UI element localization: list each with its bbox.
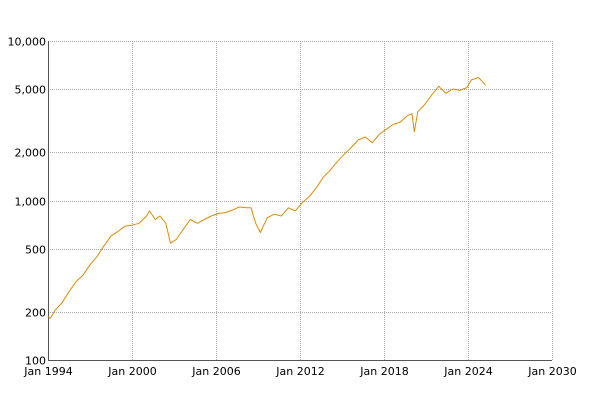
- axes: [48, 41, 552, 361]
- x-tick-label: Jan 2030: [527, 365, 576, 378]
- x-tick-label: Jan 2006: [191, 365, 240, 378]
- y-tick-label: 1,000: [15, 196, 47, 209]
- y-tick-label: 100: [25, 355, 46, 368]
- y-tick-label: 10,000: [8, 36, 47, 49]
- tick-labels: 100 200 500 1,000 2,000 5,000 10,000 Jan 1994 Ja…: [8, 36, 577, 379]
- grid: [48, 41, 553, 361]
- x-tick-label: Jan 1994: [23, 365, 72, 378]
- x-tick-label: Jan 2024: [443, 365, 492, 378]
- x-tick-label: Jan 2018: [359, 365, 408, 378]
- series-layer: [47, 77, 486, 319]
- y-tick-label: 5,000: [15, 84, 47, 97]
- y-tick-label: 2,000: [15, 147, 47, 160]
- x-tick-label: Jan 2000: [107, 365, 156, 378]
- x-tick-label: Jan 2012: [275, 365, 324, 378]
- y-tick-label: 200: [25, 307, 46, 320]
- y-tick-label: 500: [25, 244, 46, 257]
- series-line: [47, 77, 486, 319]
